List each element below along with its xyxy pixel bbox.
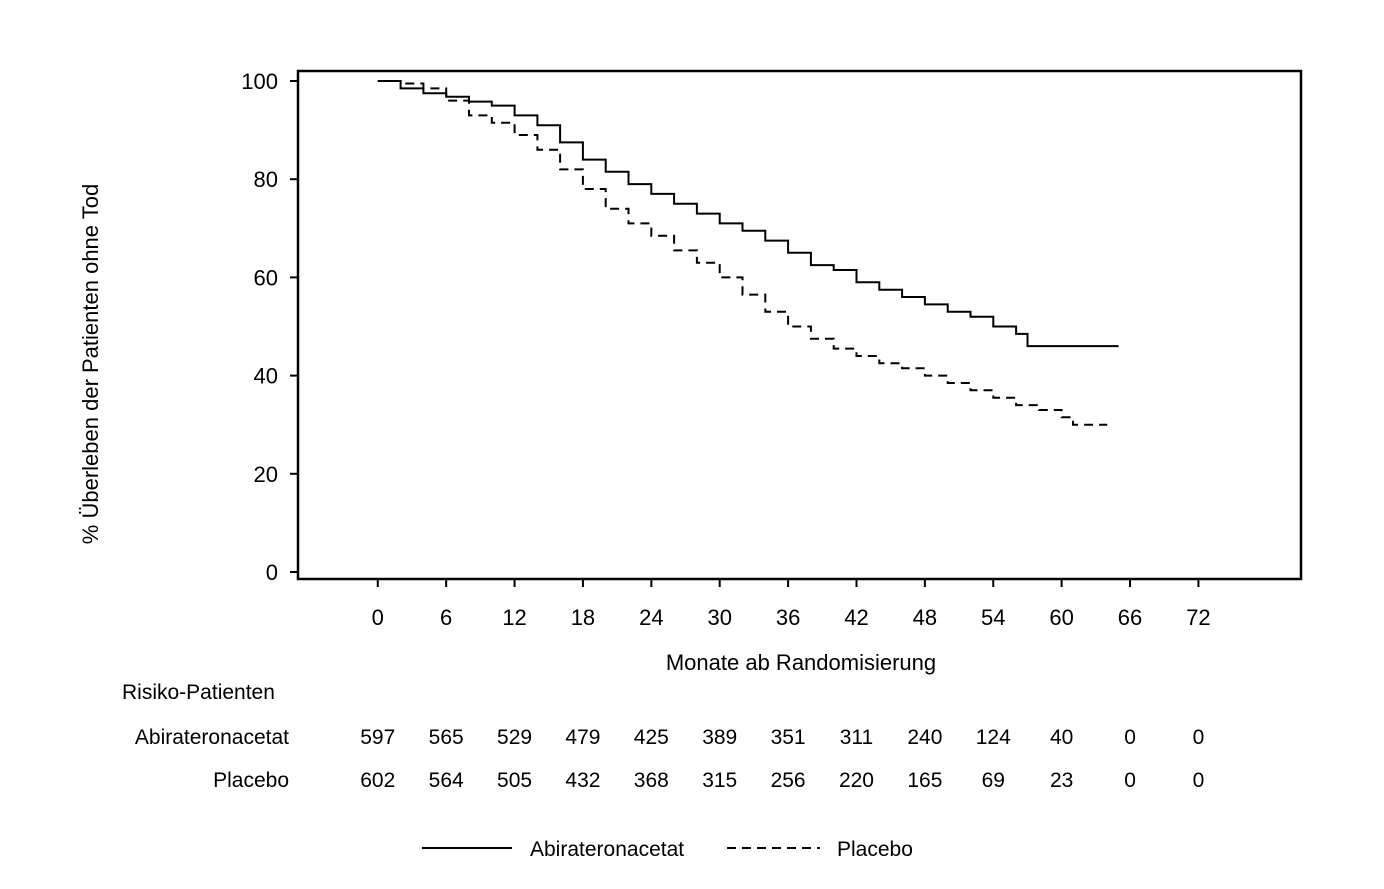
y-axis-label: % Überleben der Patienten ohne Tod (78, 184, 103, 544)
risk-value-r0-c4: 425 (634, 726, 669, 749)
series-line-abirateronacetat (377, 80, 1119, 348)
risk-value-r0-c8: 240 (907, 726, 942, 749)
y-tick-label-1: 20 (254, 462, 278, 487)
risk-value-r0-c6: 351 (771, 726, 806, 749)
x-tick-label-4: 24 (639, 605, 663, 630)
y-tick-label-3: 60 (254, 265, 278, 290)
x-tick-label-11: 66 (1118, 605, 1142, 630)
y-tick-label-2: 40 (254, 364, 278, 389)
legend-label-1: Placebo (837, 838, 913, 861)
risk-value-r1-c5: 315 (702, 769, 737, 792)
risk-value-r1-c7: 220 (839, 769, 874, 792)
risk-row-label-1: Placebo (213, 769, 289, 792)
risk-value-r0-c9: 124 (976, 726, 1011, 749)
x-tick-label-6: 36 (776, 605, 800, 630)
risk-value-r1-c2: 505 (497, 769, 532, 792)
risk-table-title: Risiko-Patienten (122, 681, 275, 704)
series-layer (377, 80, 1119, 426)
risk-value-r0-c0: 597 (360, 726, 395, 749)
risk-value-r0-c5: 389 (702, 726, 737, 749)
x-tick-label-8: 48 (913, 605, 937, 630)
plot-frame (296, 69, 1303, 581)
x-tick-label-7: 42 (844, 605, 868, 630)
legend-label-0: Abirateronacetat (530, 838, 684, 861)
x-tick-label-2: 12 (502, 605, 526, 630)
y-axis: 0 20 40 60 80 100 (241, 69, 298, 585)
x-tick-label-0: 0 (372, 605, 384, 630)
risk-value-r1-c9: 69 (982, 769, 1005, 792)
risk-value-r0-c10: 40 (1050, 726, 1073, 749)
risk-value-r1-c0: 602 (360, 769, 395, 792)
risk-value-r0-c3: 479 (565, 726, 600, 749)
x-tick-label-5: 30 (707, 605, 731, 630)
risk-value-r1-c1: 564 (429, 769, 464, 792)
x-tick-label-9: 54 (981, 605, 1005, 630)
risk-value-r0-c12: 0 (1193, 726, 1205, 749)
y-tick-label-4: 80 (254, 167, 278, 192)
risk-value-r1-c3: 432 (565, 769, 600, 792)
risk-table: Risiko-Patienten Abirateronacetat 597 565 5… (122, 681, 1204, 792)
risk-value-r1-c8: 165 (907, 769, 942, 792)
risk-value-r1-c11: 0 (1124, 769, 1136, 792)
risk-value-r0-c1: 565 (429, 726, 464, 749)
risk-value-r0-c7: 311 (840, 726, 873, 749)
x-axis: 0 6 12 18 24 30 36 42 48 54 60 66 72 (372, 579, 1211, 630)
risk-value-r1-c4: 368 (634, 769, 669, 792)
legend: Abirateronacetat Placebo (422, 838, 913, 861)
risk-row-label-0: Abirateronacetat (135, 726, 289, 749)
x-tick-label-1: 6 (440, 605, 452, 630)
x-tick-label-12: 72 (1186, 605, 1210, 630)
y-tick-label-0: 0 (266, 560, 278, 585)
risk-value-r0-c11: 0 (1124, 726, 1136, 749)
series-line-placebo (377, 80, 1108, 426)
risk-value-r1-c6: 256 (771, 769, 806, 792)
risk-value-r1-c12: 0 (1193, 769, 1205, 792)
y-tick-label-5: 100 (241, 69, 278, 94)
x-tick-label-3: 18 (571, 605, 595, 630)
risk-value-r0-c2: 529 (497, 726, 532, 749)
x-axis-label: Monate ab Randomisierung (666, 650, 936, 675)
x-tick-label-10: 60 (1049, 605, 1073, 630)
risk-value-r1-c10: 23 (1050, 769, 1073, 792)
